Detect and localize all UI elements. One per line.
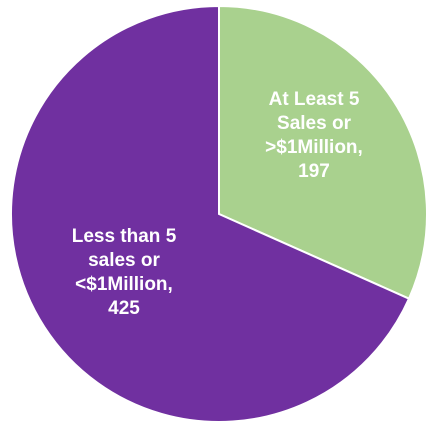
slice-label-line: <$1Million, [75, 274, 173, 295]
slice-label-line: sales or [88, 250, 160, 271]
slice-label-line: 197 [298, 161, 330, 182]
slice-label-line: At Least 5 [269, 89, 360, 110]
slice-label-line: >$1Million, [265, 137, 363, 158]
slice-label-1: At Least 5 Sales or >$1Million, 197 [265, 89, 363, 182]
pie-slice-2 [10, 4, 411, 423]
slice-label-2: Less than 5 sales or <$1Million, 425 [72, 226, 177, 319]
slice-label-line: Less than 5 [72, 226, 177, 247]
pie-slice-1 [218, 4, 428, 300]
slice-label-line: 425 [108, 298, 140, 319]
slice-label-line: Sales or [277, 113, 352, 134]
